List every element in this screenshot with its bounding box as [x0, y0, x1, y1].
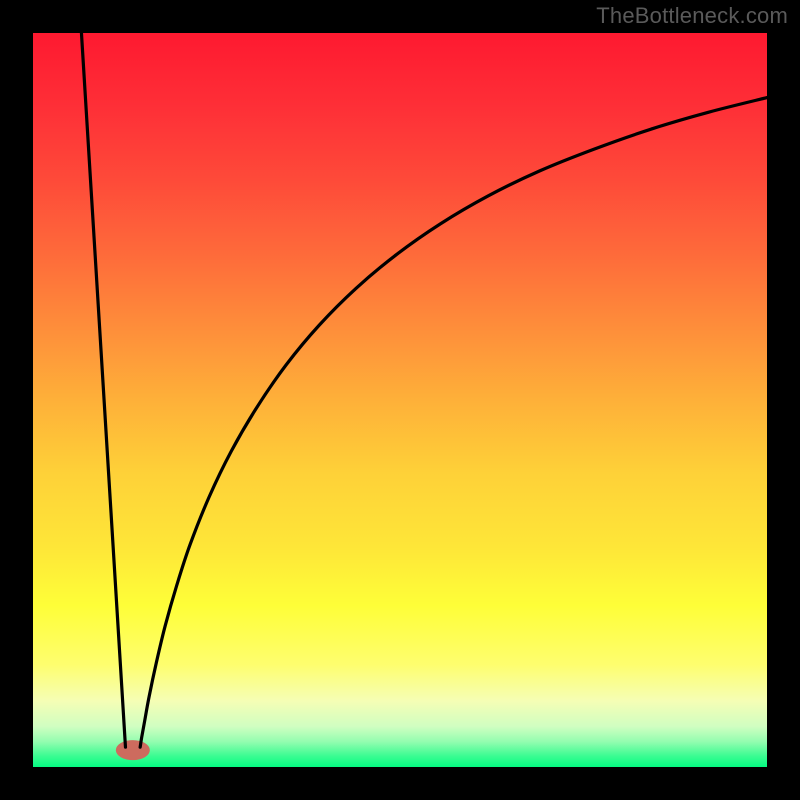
plot-background	[33, 33, 767, 767]
bottleneck-chart-svg	[0, 0, 800, 800]
watermark-text: TheBottleneck.com	[596, 3, 788, 29]
optimal-point-marker	[116, 740, 150, 760]
chart-container: TheBottleneck.com	[0, 0, 800, 800]
